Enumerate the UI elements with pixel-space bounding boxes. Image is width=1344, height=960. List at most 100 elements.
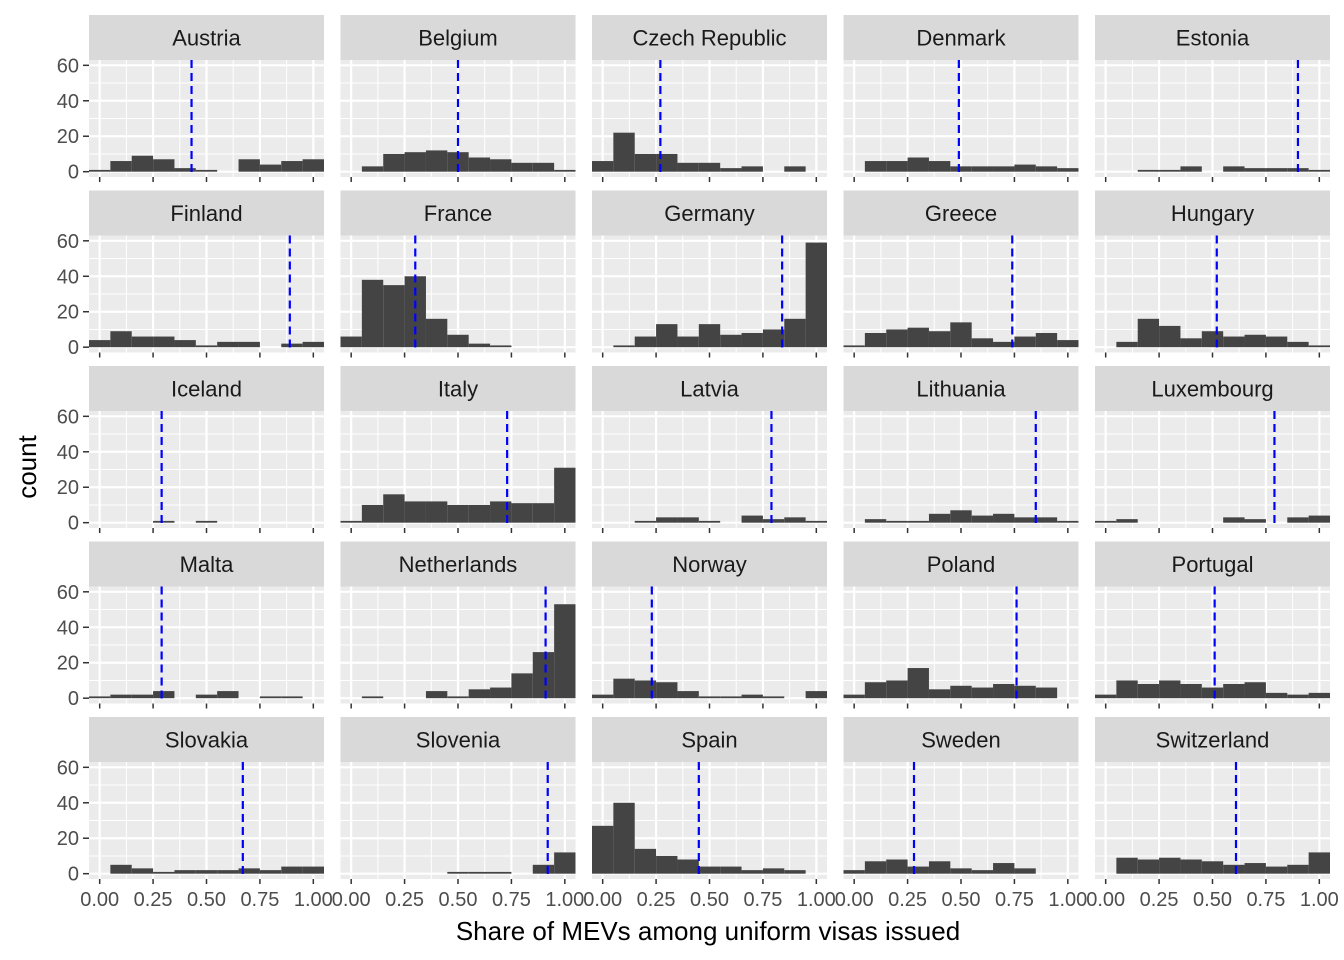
facet-estonia: Estonia	[1095, 15, 1330, 182]
histogram-bar	[741, 694, 763, 699]
histogram-bar	[864, 682, 887, 699]
histogram-bar	[281, 696, 303, 699]
histogram-bar	[1308, 169, 1330, 172]
histogram-bar	[886, 520, 908, 523]
facet-switzerland: Switzerland 0.00 0.25 0.50 0.75 1.00	[1086, 717, 1339, 911]
histogram-bar	[1057, 168, 1079, 172]
histogram-bar	[864, 519, 887, 523]
histogram-bar	[1116, 519, 1138, 523]
facet-poland: Poland	[843, 541, 1079, 709]
histogram-bar	[1095, 694, 1117, 699]
facet-finland: Finland 0 20 40 60	[57, 190, 324, 359]
histogram-bar	[1287, 694, 1309, 699]
histogram-bar	[1287, 864, 1309, 874]
histogram-bar	[1137, 318, 1160, 348]
histogram-bar	[468, 343, 491, 348]
histogram-bar	[656, 855, 678, 874]
histogram-bar	[1014, 517, 1036, 523]
facet-slovenia: Slovenia 0.00 0.25 0.50 0.75 1.00	[332, 717, 584, 911]
histogram-bar	[490, 345, 512, 348]
facet-strip	[843, 190, 1079, 236]
histogram-bar	[404, 501, 426, 523]
histogram-bar	[741, 166, 763, 172]
histogram-bar	[131, 868, 154, 874]
facet-strip-label: Switzerland	[1156, 728, 1270, 753]
histogram-bar	[195, 345, 218, 348]
histogram-bar	[762, 329, 785, 348]
facet-strip	[843, 541, 1079, 587]
histogram-bar	[741, 515, 763, 523]
histogram-bar	[361, 279, 384, 348]
histogram-bar	[634, 153, 657, 172]
histogram-bar	[404, 152, 426, 172]
facet-luxembourg: Luxembourg	[1095, 366, 1330, 533]
x-tick-label: 0.00	[583, 889, 622, 911]
x-tick-label: 1.00	[1048, 889, 1087, 911]
x-tick-label: 1.00	[797, 889, 836, 911]
facet-panels: Austria 0 20 40 60 Belgium Czech Republic Denma…	[57, 15, 1339, 911]
histogram-bar	[886, 859, 908, 874]
histogram-bar	[613, 345, 635, 348]
histogram-bar	[425, 501, 448, 523]
facet-strip	[1095, 190, 1330, 236]
histogram-bar	[468, 157, 491, 172]
histogram-bar	[843, 694, 865, 699]
facet-strip-label: Finland	[170, 201, 242, 226]
histogram-bar	[110, 331, 132, 348]
facet-strip-label: Norway	[672, 552, 747, 577]
histogram-bar	[1180, 859, 1202, 874]
histogram-bar	[971, 687, 994, 699]
y-tick-label: 60	[57, 582, 79, 604]
x-tick-label: 0.75	[743, 889, 782, 911]
facet-greece: Greece	[843, 190, 1079, 358]
histogram-bar	[425, 150, 448, 172]
facet-strip-label: Luxembourg	[1151, 377, 1273, 402]
histogram-bar	[511, 162, 533, 172]
histogram-bar	[302, 341, 324, 348]
facet-strip-label: Netherlands	[399, 552, 518, 577]
histogram-bar	[1116, 680, 1138, 699]
y-tick-label: 60	[57, 231, 79, 253]
histogram-bar	[1308, 515, 1330, 523]
histogram-bar	[993, 166, 1015, 172]
histogram-bar	[762, 868, 785, 874]
histogram-bar	[1035, 517, 1058, 523]
y-tick-label: 0	[68, 337, 79, 359]
histogram-bar	[468, 871, 491, 874]
histogram-bar	[259, 164, 282, 172]
facet-latvia: Latvia	[592, 366, 827, 533]
histogram-bar	[447, 696, 469, 699]
histogram-bar	[281, 343, 303, 348]
histogram-bar	[302, 866, 324, 874]
facet-strip-label: Portugal	[1172, 552, 1254, 577]
facet-belgium: Belgium	[340, 15, 576, 182]
facet-strip	[340, 190, 576, 236]
facet-strip-label: Slovakia	[165, 728, 249, 753]
histogram-bar	[1014, 868, 1036, 874]
facet-strip-label: Malta	[180, 552, 235, 577]
histogram-bar	[1035, 687, 1058, 699]
histogram-bar	[698, 324, 721, 348]
histogram-bar	[762, 519, 785, 523]
histogram-bar	[131, 336, 154, 348]
facet-sweden: Sweden 0.00 0.25 0.50 0.75 1.00	[835, 717, 1087, 911]
histogram-bar	[784, 870, 806, 874]
facet-strip-label: Austria	[172, 26, 241, 51]
histogram-bar	[153, 691, 175, 699]
x-tick-label: 0.75	[240, 889, 279, 911]
histogram-bar	[1244, 334, 1266, 348]
facet-denmark: Denmark	[843, 15, 1079, 182]
facet-strip-label: Greece	[925, 201, 997, 226]
x-tick-label: 0.25	[385, 889, 424, 911]
histogram-bar	[698, 696, 721, 699]
x-tick-label: 0.75	[492, 889, 531, 911]
histogram-bar	[741, 870, 763, 874]
histogram-bar	[805, 242, 827, 348]
histogram-bar	[447, 334, 469, 348]
histogram-bar	[259, 870, 282, 874]
x-tick-label: 0.75	[995, 889, 1034, 911]
facet-strip	[89, 717, 324, 762]
histogram-bar	[174, 168, 196, 172]
histogram-bar	[993, 863, 1015, 874]
histogram-bar	[195, 169, 218, 172]
